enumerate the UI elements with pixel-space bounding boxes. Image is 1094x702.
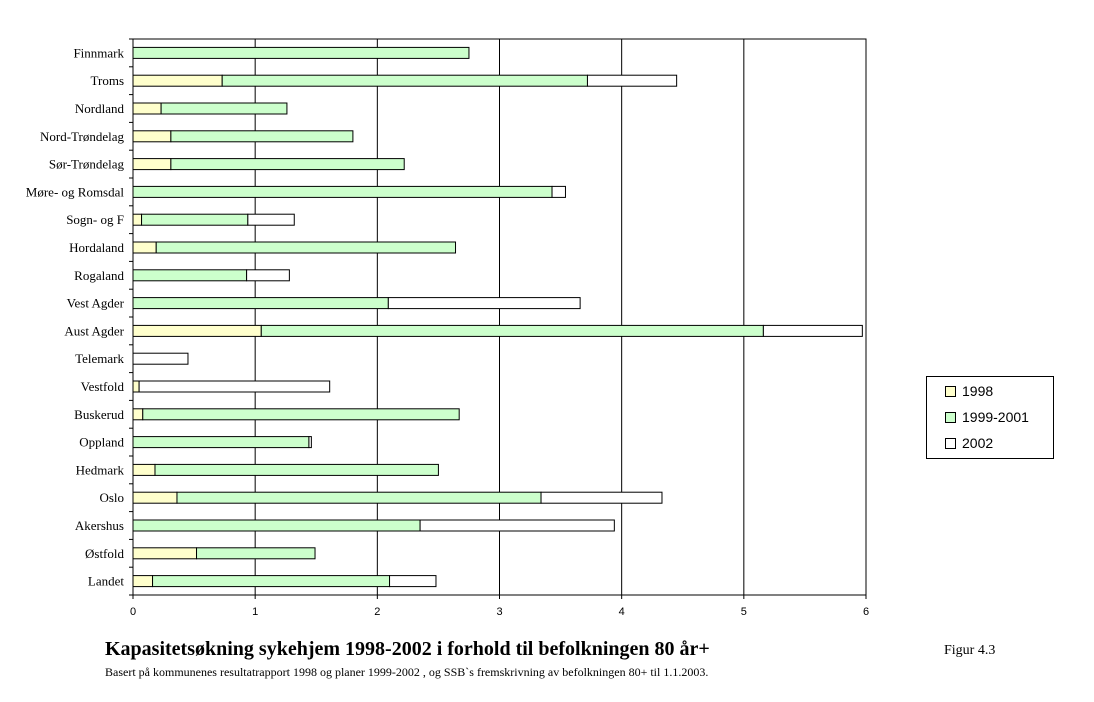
bar-finnmark-1999-2001 <box>132 46 470 59</box>
legend-label-2002: 2002 <box>962 435 994 451</box>
chart-subtitle: Basert på kommunenes resultatrapport 199… <box>105 665 709 679</box>
category-label-hordaland: Hordaland <box>69 240 124 255</box>
bar-landet-1998 <box>132 575 154 588</box>
legend: 1998 1999-2001 2002 <box>926 376 1054 459</box>
category-label-sør-trøndelag: Sør-Trøndelag <box>49 157 125 172</box>
category-label-nordland: Nordland <box>75 101 125 116</box>
x-tick-label: 1 <box>252 606 258 618</box>
bar-sør-trøndelag-1998 <box>132 158 172 171</box>
category-label-sogn-og-f: Sogn- og F <box>66 212 124 227</box>
x-tick-label: 3 <box>496 606 502 618</box>
bar-buskerud-1998 <box>132 408 144 421</box>
category-label-landet: Landet <box>88 574 124 589</box>
bar-hedmark-1998 <box>132 463 156 476</box>
category-label-rogaland: Rogaland <box>74 268 124 283</box>
bar-hordaland-1998 <box>132 241 157 254</box>
bar-oslo-1998 <box>132 491 178 504</box>
bar-landet-2002 <box>389 575 437 588</box>
category-label-aust-agder: Aust Agder <box>64 323 124 338</box>
category-label-finnmark: Finnmark <box>73 45 124 60</box>
figure-label: Figur 4.3 <box>944 643 996 658</box>
legend-swatch-1999-2001 <box>945 411 956 423</box>
bar-akershus-2002 <box>419 519 615 532</box>
bar-vestfold-1998 <box>132 380 140 393</box>
bar-troms-1999-2001 <box>221 74 588 87</box>
x-tick-label: 5 <box>741 606 747 618</box>
x-tick-labels: 0 1 2 3 4 5 6 <box>130 606 869 618</box>
bar-sogn-og-f-1998 <box>132 213 143 226</box>
gridlines <box>254 39 745 595</box>
legend-swatch-2002 <box>945 437 956 449</box>
category-label-troms: Troms <box>91 73 124 88</box>
bar-østfold-1998 <box>132 547 198 560</box>
bar-akershus-1999-2001 <box>132 519 421 532</box>
category-label-buskerud: Buskerud <box>74 407 124 422</box>
bar-møre-og-romsdal-2002 <box>551 185 566 198</box>
legend-label-1998: 1998 <box>962 383 994 399</box>
category-label-oppland: Oppland <box>79 435 124 450</box>
bar-oppland-2002 <box>308 436 312 449</box>
bar-oppland-1999-2001 <box>132 436 310 449</box>
bars <box>132 46 863 588</box>
category-label-møre-og-romsdal: Møre- og Romsdal <box>26 184 125 199</box>
bar-oslo-2002 <box>540 491 663 504</box>
category-label-vestfold: Vestfold <box>81 379 125 394</box>
bar-vest-agder-2002 <box>387 297 581 310</box>
legend-swatch-1998 <box>945 385 956 397</box>
x-tick-label: 6 <box>863 606 869 618</box>
category-label-østfold: Østfold <box>85 546 125 561</box>
bar-møre-og-romsdal-1999-2001 <box>132 185 553 198</box>
bar-østfold-1999-2001 <box>196 547 316 560</box>
bar-rogaland-1999-2001 <box>132 269 248 282</box>
bar-vest-agder-1999-2001 <box>132 297 389 310</box>
x-tick-label: 4 <box>619 606 625 618</box>
category-label-hedmark: Hedmark <box>76 462 125 477</box>
bar-rogaland-2002 <box>246 269 290 282</box>
bar-sør-trøndelag-1999-2001 <box>170 158 405 171</box>
bar-vestfold-2002 <box>138 380 331 393</box>
bar-aust-agder-2002 <box>762 324 863 337</box>
bar-troms-1998 <box>132 74 223 87</box>
legend-label-1999-2001: 1999-2001 <box>962 409 1029 425</box>
bar-sogn-og-f-1999-2001 <box>141 213 249 226</box>
category-label-vest-agder: Vest Agder <box>67 296 125 311</box>
bar-aust-agder-1999-2001 <box>260 324 764 337</box>
bar-aust-agder-1998 <box>132 324 262 337</box>
chart-title: Kapasitetsøkning sykehjem 1998-2002 i fo… <box>105 638 710 660</box>
bar-hordaland-1999-2001 <box>155 241 457 254</box>
bar-telemark-2002 <box>132 352 189 365</box>
bar-nordland-1998 <box>132 102 162 115</box>
bar-hedmark-1999-2001 <box>154 463 439 476</box>
legend-item-1999-2001: 1999-2001 <box>945 408 1029 426</box>
legend-item-1998: 1998 <box>945 382 993 400</box>
x-tick-label: 0 <box>130 606 136 618</box>
bar-nord-trøndelag-1999-2001 <box>170 130 354 143</box>
category-label-oslo: Oslo <box>99 490 124 505</box>
legend-item-2002: 2002 <box>945 434 993 452</box>
axes <box>129 38 867 599</box>
x-tick-label: 2 <box>374 606 380 618</box>
bar-nordland-1999-2001 <box>160 102 288 115</box>
category-labels: Finnmark Troms Nordland Nord-Trøndelag Sør-T… <box>26 45 125 588</box>
category-label-telemark: Telemark <box>75 351 124 366</box>
bar-oslo-1999-2001 <box>176 491 542 504</box>
category-label-nord-trøndelag: Nord-Trøndelag <box>40 129 125 144</box>
bar-landet-1999-2001 <box>152 575 391 588</box>
bar-nord-trøndelag-1998 <box>132 130 172 143</box>
category-label-akershus: Akershus <box>75 518 124 533</box>
bar-sogn-og-f-2002 <box>247 213 295 226</box>
bar-buskerud-1999-2001 <box>142 408 460 421</box>
bar-troms-2002 <box>586 74 678 87</box>
